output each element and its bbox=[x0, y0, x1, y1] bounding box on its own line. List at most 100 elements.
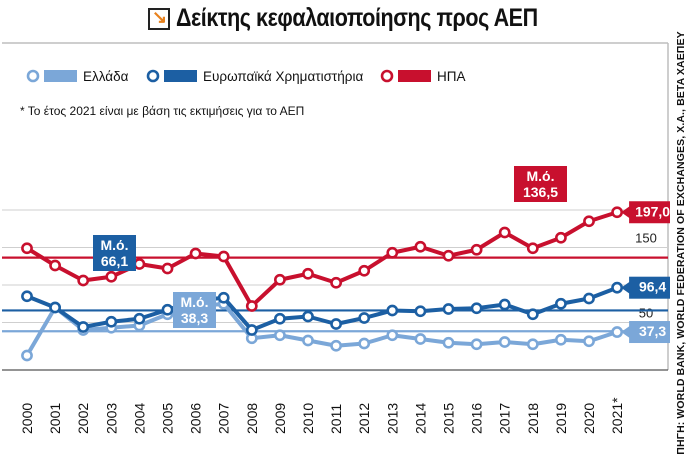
data-point bbox=[611, 326, 623, 338]
data-point bbox=[217, 250, 230, 263]
data-point bbox=[302, 267, 314, 280]
x-tick-label: 2017 bbox=[497, 403, 513, 434]
series-line bbox=[25, 301, 618, 357]
data-point bbox=[442, 336, 455, 349]
average-label-box bbox=[173, 292, 216, 328]
footnote: * Το έτος 2021 είναι με βάση τις εκτιμήσ… bbox=[20, 104, 304, 118]
average-label-text: Μ.ό. bbox=[527, 168, 555, 184]
legend-swatch bbox=[398, 70, 431, 82]
series-lines bbox=[21, 206, 623, 362]
x-tick-label: 2010 bbox=[300, 403, 316, 434]
data-point bbox=[245, 300, 258, 312]
legend-marker bbox=[146, 69, 160, 83]
data-point bbox=[105, 315, 118, 328]
data-point bbox=[302, 334, 314, 347]
average-label-text: 38,3 bbox=[181, 310, 208, 326]
data-point bbox=[77, 274, 90, 287]
average-label-text: Μ.ό. bbox=[101, 237, 129, 253]
x-tick-label: 2016 bbox=[469, 403, 485, 434]
grid: 150 50 bbox=[2, 42, 669, 371]
average-label-text: 66,1 bbox=[101, 253, 128, 269]
x-axis: 2000 2001 2002 2003 2004 2005 2006 2007 2008 2009… bbox=[19, 397, 625, 434]
data-point bbox=[470, 302, 483, 315]
data-point bbox=[442, 303, 455, 315]
data-point bbox=[189, 247, 202, 260]
end-label-text: 197,0 bbox=[635, 203, 670, 219]
legend-item[interactable]: Ευρωπαϊκά Χρηματιστήρια bbox=[146, 69, 363, 84]
end-label-text: 37,3 bbox=[639, 323, 666, 339]
end-label-text: 96,4 bbox=[639, 279, 666, 295]
data-point bbox=[133, 312, 146, 325]
data-point bbox=[526, 338, 539, 351]
x-tick-label: 2009 bbox=[272, 403, 288, 434]
end-label-pointer bbox=[621, 205, 632, 220]
data-point bbox=[583, 335, 595, 348]
arrow-icon: ↘ bbox=[148, 7, 170, 30]
data-point bbox=[555, 297, 567, 310]
data-point bbox=[358, 264, 371, 277]
data-point bbox=[526, 308, 539, 321]
x-tick-label: 2011 bbox=[328, 404, 344, 434]
data-point bbox=[470, 243, 483, 256]
data-point bbox=[21, 290, 33, 303]
average-label-text: Μ.ό. bbox=[181, 294, 209, 310]
x-tick-label: 2014 bbox=[412, 403, 428, 434]
data-point bbox=[611, 281, 623, 294]
average-label: Μ.ό.38,3 bbox=[173, 292, 216, 328]
data-point bbox=[386, 329, 399, 342]
data-point bbox=[470, 338, 483, 351]
x-tick-label: 2003 bbox=[103, 403, 119, 434]
end-label: 197,0 bbox=[629, 201, 670, 224]
x-tick-label: 2005 bbox=[160, 403, 176, 434]
legend-item[interactable]: ΗΠΑ bbox=[380, 69, 466, 84]
data-point bbox=[77, 321, 90, 333]
y-tick-label: 150 bbox=[635, 231, 657, 246]
data-point bbox=[21, 349, 33, 362]
data-point bbox=[302, 310, 314, 323]
data-point bbox=[498, 226, 511, 239]
data-point bbox=[161, 303, 174, 316]
data-point bbox=[105, 270, 118, 283]
data-point bbox=[358, 312, 371, 324]
legend-label: ΗΠΑ bbox=[437, 69, 466, 84]
data-point bbox=[526, 242, 539, 255]
legend-item[interactable]: Ελλάδα bbox=[26, 69, 129, 84]
average-label-box bbox=[93, 235, 136, 271]
data-point bbox=[442, 249, 455, 262]
series bbox=[21, 206, 623, 312]
x-tick-label: 2020 bbox=[581, 403, 597, 434]
data-point bbox=[273, 329, 286, 342]
x-tick-label: 2007 bbox=[216, 403, 232, 434]
data-point bbox=[330, 339, 342, 352]
data-point bbox=[386, 304, 399, 317]
legend-label: Ελλάδα bbox=[83, 69, 129, 84]
chart-title: Δείκτης κεφαλαιοποίησης προς ΑΕΠ bbox=[176, 4, 538, 32]
end-label: 37,3 bbox=[629, 321, 670, 344]
x-tick-label: 2019 bbox=[553, 403, 569, 434]
data-point bbox=[386, 246, 399, 259]
data-point bbox=[245, 324, 258, 336]
end-label-box bbox=[629, 201, 670, 224]
legend[interactable]: Ελλάδα Ευρωπαϊκά Χρηματιστήρια ΗΠΑ bbox=[26, 69, 466, 84]
x-tick-label: 2012 bbox=[356, 403, 372, 434]
legend-swatch bbox=[44, 70, 77, 82]
data-point bbox=[414, 333, 427, 345]
end-label-pointer bbox=[621, 280, 632, 295]
x-tick-label: 2006 bbox=[188, 403, 204, 434]
x-tick-label: 2004 bbox=[131, 403, 147, 434]
x-tick-label: 2002 bbox=[75, 403, 91, 434]
source-text: ΠΗΓΗ: WORLD BANK, WORLD FEDERATION OF EX… bbox=[675, 31, 687, 455]
y-tick-label: 50 bbox=[639, 306, 653, 321]
data-point bbox=[414, 240, 427, 253]
end-label: 96,4 bbox=[629, 276, 670, 299]
x-tick-label: 2021* bbox=[609, 397, 625, 434]
x-tick-label: 2015 bbox=[441, 403, 457, 434]
data-point bbox=[273, 312, 286, 325]
source-note: ΠΗΓΗ: WORLD BANK, WORLD FEDERATION OF EX… bbox=[674, 31, 688, 454]
data-point bbox=[330, 318, 342, 330]
data-point bbox=[555, 333, 567, 346]
x-tick-label: 2001 bbox=[47, 403, 63, 434]
x-tick-label: 2013 bbox=[384, 403, 400, 434]
